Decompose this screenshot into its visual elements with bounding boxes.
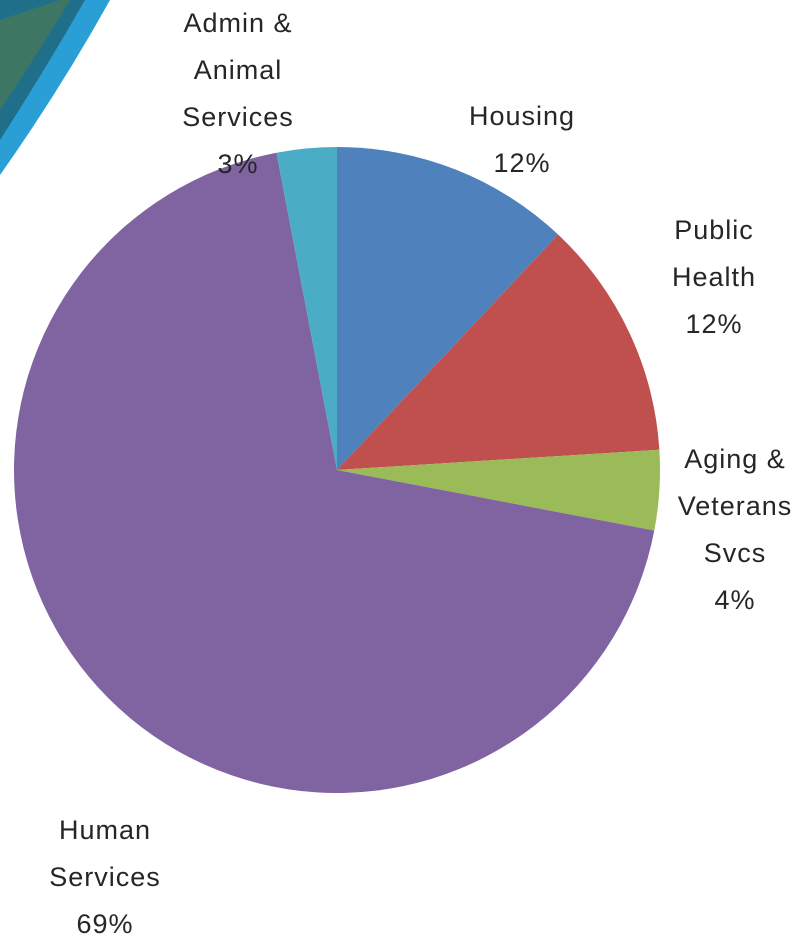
slice-label: Services — [49, 862, 161, 892]
slice-label: Health — [672, 262, 756, 292]
slice-label: Human — [59, 815, 151, 845]
corner-decoration — [0, 0, 110, 175]
slice-value-label: 4% — [714, 585, 755, 615]
slice-value-label: 3% — [217, 149, 258, 179]
slice-value-label: 12% — [685, 309, 742, 339]
slice-label: Admin & — [183, 8, 292, 38]
chart: Housing 12% Public Health 12% Aging & Veterans… — [0, 0, 804, 941]
slice-label: Aging & — [684, 444, 786, 474]
slice-label: Public — [674, 215, 754, 245]
slice-value-label: 69% — [76, 909, 133, 939]
slice-label: Veterans — [678, 491, 793, 521]
slice-label: Housing — [469, 101, 575, 131]
slice-value-label: 12% — [493, 148, 550, 178]
slice-label: Svcs — [704, 538, 767, 568]
slice-label: Services — [182, 102, 294, 132]
page: {"chart_data": {"type": "pie", "categori… — [0, 0, 804, 941]
slice-label: Animal — [194, 55, 283, 85]
